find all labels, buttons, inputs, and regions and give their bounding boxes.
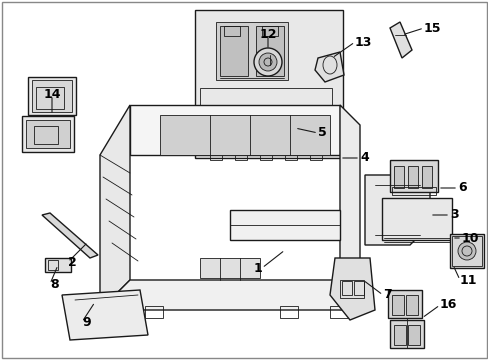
- Bar: [207, 130, 227, 144]
- Text: 3: 3: [449, 208, 458, 221]
- Bar: [421, 166, 431, 188]
- Text: 4: 4: [359, 152, 368, 165]
- Bar: [229, 210, 339, 240]
- Bar: [451, 236, 481, 266]
- Text: 7: 7: [382, 288, 391, 301]
- Bar: [389, 160, 437, 192]
- Polygon shape: [62, 290, 148, 340]
- Bar: [285, 152, 296, 160]
- Bar: [393, 325, 405, 345]
- Polygon shape: [130, 105, 339, 155]
- Bar: [224, 26, 240, 36]
- Bar: [407, 325, 419, 345]
- Bar: [145, 306, 163, 318]
- Bar: [235, 152, 246, 160]
- Bar: [200, 258, 260, 278]
- Text: 5: 5: [317, 126, 326, 139]
- Bar: [389, 320, 423, 348]
- Bar: [45, 258, 71, 272]
- Bar: [32, 80, 72, 112]
- Bar: [262, 26, 278, 36]
- Bar: [391, 295, 403, 315]
- Bar: [329, 306, 347, 318]
- Text: 6: 6: [457, 181, 466, 194]
- Bar: [341, 281, 351, 295]
- Bar: [387, 290, 421, 318]
- Text: 2: 2: [68, 256, 77, 269]
- Polygon shape: [100, 105, 130, 310]
- Polygon shape: [100, 280, 359, 310]
- Ellipse shape: [253, 48, 282, 76]
- Bar: [405, 295, 417, 315]
- Bar: [353, 281, 363, 295]
- Bar: [48, 260, 58, 270]
- Bar: [260, 152, 271, 160]
- Text: 10: 10: [461, 231, 479, 244]
- Bar: [26, 120, 70, 148]
- Bar: [200, 88, 331, 152]
- Polygon shape: [160, 115, 329, 155]
- Text: 15: 15: [423, 22, 441, 35]
- Text: 1: 1: [253, 261, 262, 274]
- Polygon shape: [329, 258, 374, 320]
- Polygon shape: [389, 22, 411, 58]
- Text: 12: 12: [259, 28, 276, 41]
- Bar: [309, 152, 321, 160]
- Polygon shape: [314, 52, 343, 82]
- Bar: [381, 198, 451, 240]
- Text: 13: 13: [354, 36, 372, 49]
- Ellipse shape: [457, 242, 475, 260]
- Bar: [22, 116, 74, 152]
- Text: 9: 9: [82, 315, 90, 328]
- Bar: [393, 166, 403, 188]
- Text: 14: 14: [43, 89, 61, 102]
- Bar: [391, 187, 435, 195]
- Polygon shape: [216, 22, 287, 80]
- Bar: [339, 280, 363, 298]
- Bar: [195, 10, 342, 158]
- Bar: [449, 234, 483, 268]
- Text: 16: 16: [439, 298, 456, 311]
- Ellipse shape: [259, 53, 276, 71]
- Bar: [36, 87, 64, 109]
- Bar: [407, 166, 417, 188]
- Bar: [280, 306, 297, 318]
- Polygon shape: [339, 105, 359, 310]
- Bar: [256, 26, 284, 76]
- Bar: [28, 77, 76, 115]
- Text: 8: 8: [50, 278, 59, 291]
- Text: 11: 11: [459, 274, 476, 287]
- Polygon shape: [42, 213, 98, 258]
- Bar: [209, 152, 222, 160]
- Bar: [220, 26, 247, 76]
- Bar: [34, 126, 58, 144]
- Polygon shape: [364, 175, 429, 245]
